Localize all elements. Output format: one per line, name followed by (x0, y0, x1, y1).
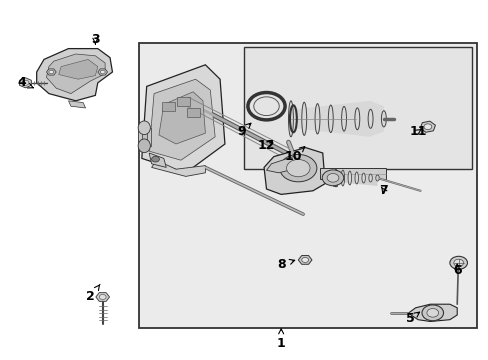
Polygon shape (142, 128, 146, 146)
Polygon shape (407, 304, 456, 321)
Text: 5: 5 (406, 312, 419, 325)
Circle shape (100, 70, 105, 74)
Circle shape (453, 259, 463, 266)
Circle shape (253, 97, 279, 116)
Text: 2: 2 (86, 284, 100, 303)
Ellipse shape (354, 172, 358, 184)
Circle shape (279, 154, 316, 182)
Circle shape (449, 256, 467, 269)
Ellipse shape (341, 107, 346, 131)
Ellipse shape (354, 108, 359, 130)
Circle shape (326, 174, 338, 182)
Polygon shape (177, 97, 189, 106)
Polygon shape (149, 79, 215, 160)
Polygon shape (264, 148, 325, 194)
Text: 3: 3 (91, 33, 100, 46)
Ellipse shape (361, 173, 365, 183)
Circle shape (49, 70, 54, 74)
Bar (138, 128, 150, 146)
Text: 10: 10 (284, 147, 304, 163)
Circle shape (322, 170, 343, 186)
Polygon shape (266, 157, 300, 173)
Polygon shape (290, 101, 383, 137)
Circle shape (22, 80, 29, 85)
Polygon shape (98, 69, 107, 75)
Polygon shape (68, 101, 85, 108)
Circle shape (301, 257, 308, 262)
Polygon shape (186, 108, 199, 117)
Polygon shape (46, 69, 56, 75)
Ellipse shape (347, 171, 351, 185)
Polygon shape (96, 293, 109, 301)
Polygon shape (142, 65, 224, 173)
Ellipse shape (314, 104, 319, 134)
Polygon shape (46, 54, 105, 94)
Ellipse shape (327, 105, 332, 132)
Ellipse shape (288, 101, 293, 137)
Ellipse shape (341, 170, 344, 186)
Text: 8: 8 (276, 258, 294, 271)
Text: 4: 4 (18, 76, 33, 89)
Text: 12: 12 (257, 139, 275, 152)
Ellipse shape (138, 139, 150, 153)
Text: 11: 11 (408, 125, 426, 138)
Polygon shape (20, 78, 31, 88)
Polygon shape (151, 160, 205, 176)
Polygon shape (59, 59, 98, 79)
Polygon shape (298, 256, 311, 264)
Circle shape (99, 294, 106, 300)
Polygon shape (420, 121, 434, 132)
Circle shape (286, 159, 309, 177)
Polygon shape (149, 153, 166, 167)
Ellipse shape (367, 109, 372, 128)
Text: 9: 9 (237, 123, 250, 138)
Circle shape (151, 156, 159, 162)
Ellipse shape (301, 102, 306, 135)
Circle shape (423, 124, 431, 130)
Ellipse shape (381, 111, 386, 127)
Polygon shape (159, 92, 205, 144)
Text: 1: 1 (276, 329, 285, 350)
Bar (320, 168, 386, 179)
Bar (139, 43, 476, 328)
Text: 7: 7 (379, 184, 387, 197)
Text: 6: 6 (452, 264, 461, 276)
Bar (332, 170, 337, 186)
Bar (244, 47, 471, 169)
Polygon shape (335, 170, 377, 186)
Circle shape (421, 305, 443, 321)
Ellipse shape (375, 175, 379, 181)
Polygon shape (162, 102, 175, 111)
Ellipse shape (138, 121, 150, 135)
Circle shape (426, 309, 438, 317)
Ellipse shape (368, 174, 371, 182)
Ellipse shape (334, 169, 337, 187)
Polygon shape (37, 49, 112, 101)
